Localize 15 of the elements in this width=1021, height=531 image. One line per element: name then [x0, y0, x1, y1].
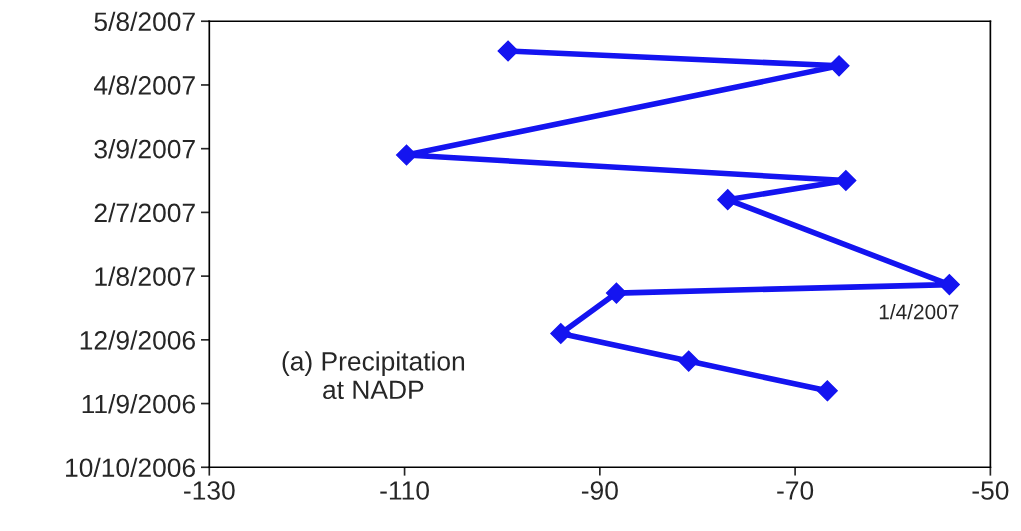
x-tick-label: -130 [184, 481, 235, 500]
y-tick-label: 10/10/2006 [66, 457, 195, 478]
y-tick-label: 2/7/2007 [94, 202, 195, 223]
y-tick-label: 12/9/2006 [80, 330, 195, 350]
x-tick-label: -70 [777, 481, 814, 500]
y-tick-label: 1/8/2007 [95, 266, 195, 286]
annotation: (a) Precipitation at NADP [282, 351, 465, 400]
y-tick-label: 5/8/2007 [94, 11, 195, 32]
x-tick-label: -110 [380, 481, 429, 500]
x-tick-label: -90 [581, 481, 618, 500]
x-tick-label: -50 [972, 481, 1009, 500]
annotation: 1/4/2007 [879, 304, 959, 320]
y-tick-label: 3/9/2007 [94, 139, 195, 159]
y-tick-label: 11/9/2006 [82, 394, 195, 414]
y-tick-label: 4/8/2007 [94, 75, 195, 95]
